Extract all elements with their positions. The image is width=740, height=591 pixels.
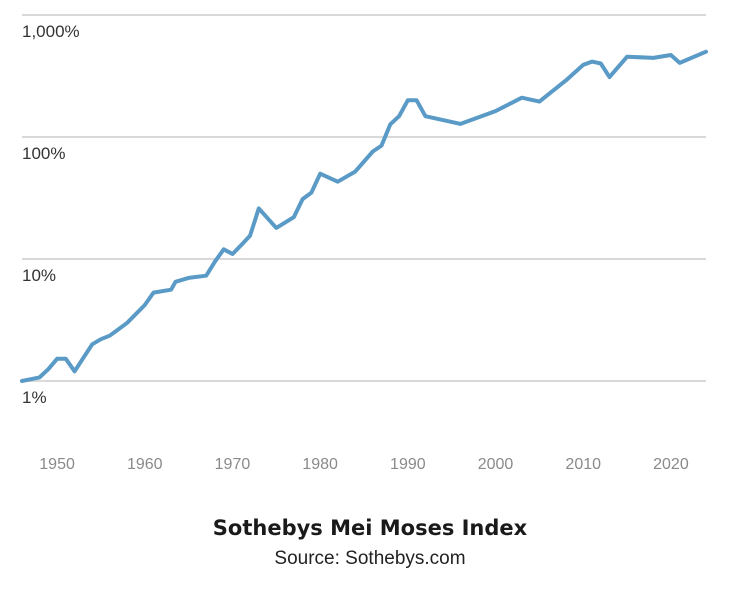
data-point [99, 337, 103, 341]
data-point [353, 170, 357, 174]
data-point [55, 357, 59, 361]
y-axis-tick-labels: 1% 10% 100% 1,000% [22, 22, 80, 407]
y-tick-label: 10% [22, 266, 56, 285]
data-point [581, 63, 585, 67]
data-point [173, 280, 177, 284]
data-point [336, 180, 340, 184]
x-tick-label: 1990 [390, 456, 426, 473]
data-point [38, 375, 42, 379]
data-point [678, 61, 682, 65]
data-point [704, 50, 708, 54]
data-point [301, 197, 305, 201]
data-point [494, 109, 498, 113]
data-point [73, 369, 77, 373]
data-point [520, 96, 524, 100]
y-tick-label: 1,000% [22, 22, 80, 41]
data-point [187, 276, 191, 280]
data-point [564, 79, 568, 83]
data-point [222, 247, 226, 251]
data-point [651, 56, 655, 60]
x-axis-tick-labels: 1950 1960 1970 1980 1990 2000 2010 2020 [39, 456, 689, 473]
data-point [537, 100, 541, 104]
series-layer [20, 49, 708, 383]
data-point [213, 260, 217, 264]
y-tick-label: 100% [22, 144, 65, 163]
data-point [599, 62, 603, 66]
data-point [380, 144, 384, 148]
data-point [423, 114, 427, 118]
x-tick-label: 1950 [39, 456, 75, 473]
data-point [152, 291, 156, 295]
data-point [143, 303, 147, 307]
data-point [388, 122, 392, 126]
x-tick-label: 1970 [215, 456, 251, 473]
x-tick-label: 2020 [653, 456, 689, 473]
chart-source: Source: Sothebys.com [274, 548, 466, 569]
grid-layer [22, 14, 706, 382]
data-point [590, 60, 594, 64]
data-point [371, 150, 375, 154]
data-point [415, 98, 419, 102]
data-point [274, 226, 278, 230]
series-line [20, 49, 708, 383]
data-point [20, 379, 24, 383]
y-tick-label: 1% [22, 388, 47, 407]
chart-title: Sothebys Mei Moses Index [212, 516, 528, 540]
data-point [458, 122, 462, 126]
data-point [125, 321, 129, 325]
data-point [309, 191, 313, 195]
data-point [239, 243, 243, 247]
data-point [406, 98, 410, 102]
x-tick-label: 2010 [565, 456, 601, 473]
data-point [46, 367, 50, 371]
data-point [397, 114, 401, 118]
x-tick-label: 1980 [302, 456, 338, 473]
x-tick-label: 1960 [127, 456, 163, 473]
data-point [204, 274, 208, 278]
data-point [292, 215, 296, 219]
data-point [230, 252, 234, 256]
chart: 1% 10% 100% 1,000% 1950 1960 1970 1980 1990 2000… [20, 14, 708, 473]
data-point [257, 206, 261, 210]
data-point [318, 172, 322, 176]
data-point [64, 357, 68, 361]
data-point [669, 53, 673, 57]
data-point [248, 234, 252, 238]
x-tick-label: 2000 [478, 456, 514, 473]
data-point [108, 334, 112, 338]
data-point [169, 288, 173, 292]
data-point [608, 75, 612, 79]
data-point [625, 55, 629, 59]
data-point [90, 342, 94, 346]
